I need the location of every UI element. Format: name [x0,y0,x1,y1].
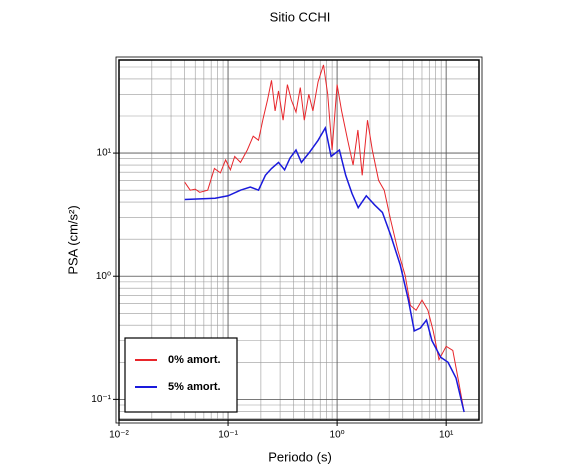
x-tick-label: 10⁻² [109,430,129,441]
series-line [184,125,465,413]
plot-frame [118,59,480,421]
x-axis-label: Periodo (s) [268,449,332,464]
chart-title: Sitio CCHI [270,9,331,24]
plot-frame-outer [115,56,483,424]
y-axis-label: PSA (cm/s²) [65,205,80,274]
x-tick-label: 10⁻¹ [218,430,238,441]
x-tick-label: 10¹ [439,430,454,441]
x-tick-label: 10⁰ [330,430,345,441]
y-tick-label: 10⁻¹ [91,394,111,405]
series-line [184,64,465,413]
legend-label: 5% amort. [168,381,221,393]
legend-label: 0% amort. [168,354,221,366]
legend-box [124,337,238,413]
y-tick-label: 10⁰ [96,271,111,282]
y-tick-label: 10¹ [97,148,112,159]
